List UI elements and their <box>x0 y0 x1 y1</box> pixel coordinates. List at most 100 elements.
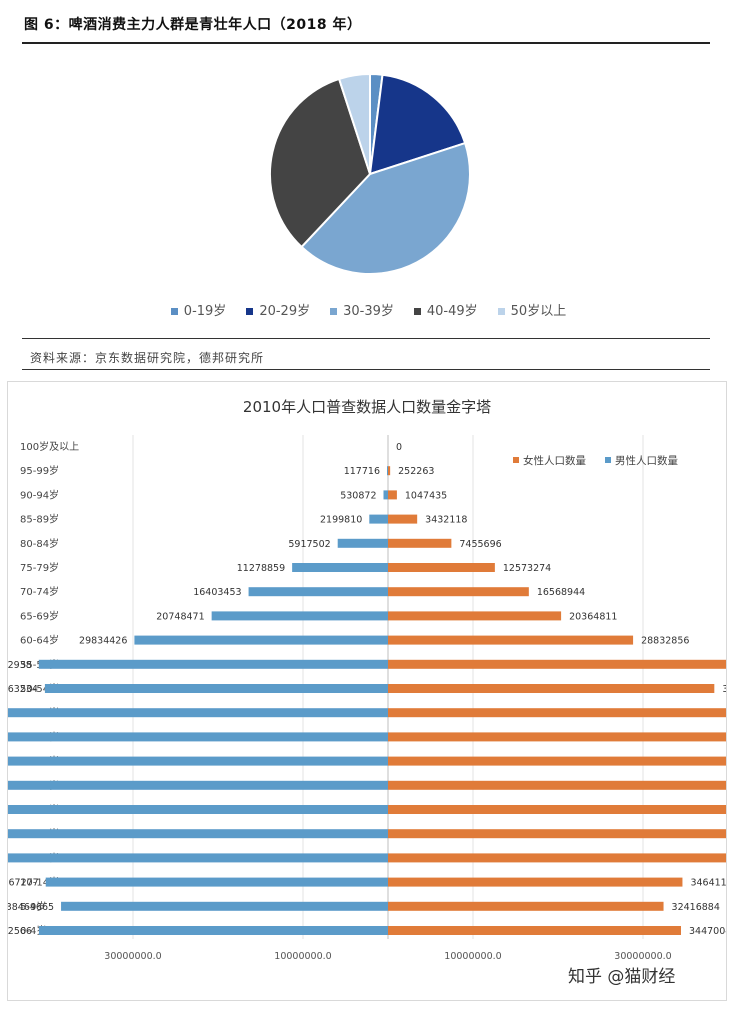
female-bar <box>388 466 391 476</box>
male-bar <box>248 587 388 597</box>
female-bar <box>388 611 562 621</box>
pie-legend: 0-19岁 20-29岁 30-39岁 40-49岁 50岁以上 <box>0 300 737 319</box>
male-bar <box>8 708 388 718</box>
legend-label: 50岁以上 <box>510 304 567 319</box>
female-bar <box>388 877 683 887</box>
x-tick-label: 10000000.0 <box>444 951 501 962</box>
female-data-label: 28832856 <box>641 636 689 647</box>
female-data-label: 3432118 <box>425 515 467 526</box>
male-data-label: 40267277 <box>8 878 39 889</box>
x-tick-label: 10000000.0 <box>274 951 331 962</box>
male-bar <box>45 877 388 887</box>
female-bar <box>388 659 726 669</box>
female-data-label: 38389937 <box>722 684 726 695</box>
female-data-label: 0 <box>396 442 402 453</box>
male-bar <box>8 853 388 863</box>
x-tick-label: 30000000.0 <box>614 951 671 962</box>
male-bar <box>38 926 388 935</box>
female-bar <box>388 926 681 935</box>
watermark: 知乎 @猫财经 <box>568 967 676 987</box>
male-bar <box>369 514 388 524</box>
pyramid-title: 2010年人口普查数据人口数量金字塔 <box>243 398 491 416</box>
top-divider <box>22 42 710 44</box>
y-category-label: 90-94岁 <box>20 488 59 501</box>
y-category-label: 100岁及以上 <box>20 440 79 453</box>
male-bar <box>383 490 388 500</box>
female-data-label: 252263 <box>398 466 434 477</box>
male-bar <box>38 659 388 669</box>
pyramid-legend-swatch <box>605 457 611 463</box>
bottom-divider <box>22 369 710 370</box>
female-bar <box>388 732 726 742</box>
female-data-label: 16568944 <box>537 587 585 598</box>
figure-title: 图 6：啤酒消费主力人群是青壮年人口（2018 年） <box>24 17 362 33</box>
y-category-label: 70-74岁 <box>20 585 59 598</box>
male-data-label: 2199810 <box>320 515 362 526</box>
male-bar <box>386 466 388 476</box>
population-pyramid-chart: 2010年人口普查数据人口数量金字塔70000000.050000000.030… <box>8 398 726 962</box>
female-data-label: 34641185 <box>690 878 726 889</box>
male-bar <box>8 756 389 766</box>
female-bar <box>388 538 452 548</box>
source-note: 资料来源：京东数据研究院，德邦研究所 <box>30 351 265 365</box>
pie-legend-item: 40-49岁 <box>413 300 478 319</box>
legend-label: 40-49岁 <box>426 304 478 319</box>
legend-swatch <box>413 308 421 315</box>
pyramid-chart-frame: 2010年人口普查数据人口数量金字塔70000000.050000000.030… <box>7 381 727 1001</box>
male-data-label: 5917502 <box>288 539 330 550</box>
male-bar <box>61 901 388 911</box>
male-data-label: 41062566 <box>8 926 32 937</box>
pyramid-legend-swatch <box>513 457 519 463</box>
female-bar <box>388 684 715 693</box>
female-bar <box>388 829 726 839</box>
female-data-label: 34470044 <box>689 926 726 937</box>
male-data-label: 16403453 <box>193 587 241 598</box>
male-data-label: 29834426 <box>79 636 127 647</box>
male-bar <box>44 684 389 693</box>
female-data-label: 1047435 <box>405 490 447 501</box>
male-bar <box>8 780 388 790</box>
pie-slice <box>337 72 371 175</box>
male-bar <box>8 805 388 814</box>
male-bar <box>134 635 388 645</box>
female-bar <box>388 708 726 718</box>
male-bar <box>8 829 388 839</box>
pie-legend-item: 0-19岁 <box>170 300 227 319</box>
legend-label: 20-29岁 <box>259 304 311 319</box>
female-bar <box>388 514 418 524</box>
y-category-label: 75-79岁 <box>20 561 59 574</box>
male-data-label: 20748471 <box>156 611 204 622</box>
female-bar <box>388 756 726 766</box>
y-category-label: 85-89岁 <box>20 513 59 526</box>
pie-chart <box>269 72 471 275</box>
female-bar <box>388 635 634 645</box>
y-category-label: 60-64岁 <box>20 634 59 647</box>
female-bar <box>388 805 726 814</box>
male-data-label: 117716 <box>344 466 380 477</box>
pie-slice <box>300 141 471 275</box>
pie-legend-item: 20-29岁 <box>246 300 310 319</box>
y-category-label: 5-9岁 <box>20 900 46 913</box>
male-bar <box>337 538 388 548</box>
legend-swatch <box>170 308 178 315</box>
legend-label: 0-19岁 <box>183 304 227 319</box>
female-bar <box>388 901 664 911</box>
legend-swatch <box>497 308 505 315</box>
y-category-label: 80-84岁 <box>20 537 59 550</box>
female-data-label: 20364811 <box>569 611 617 622</box>
female-bar <box>388 780 726 790</box>
pie-slice <box>269 77 372 249</box>
male-bar <box>211 611 388 621</box>
legend-swatch <box>246 308 254 315</box>
legend-swatch <box>330 308 338 315</box>
female-bar <box>388 853 726 863</box>
male-data-label: 530872 <box>340 490 376 501</box>
pyramid-legend-label: 男性人口数量 <box>615 454 678 467</box>
male-data-label: 41082938 <box>8 660 32 671</box>
female-data-label: 12573274 <box>503 563 551 574</box>
female-bar <box>388 490 397 500</box>
y-category-label: 65-69岁 <box>20 609 59 622</box>
male-bar <box>8 732 388 742</box>
y-category-label: 95-99岁 <box>20 464 59 477</box>
female-data-label: 32416884 <box>672 902 720 913</box>
